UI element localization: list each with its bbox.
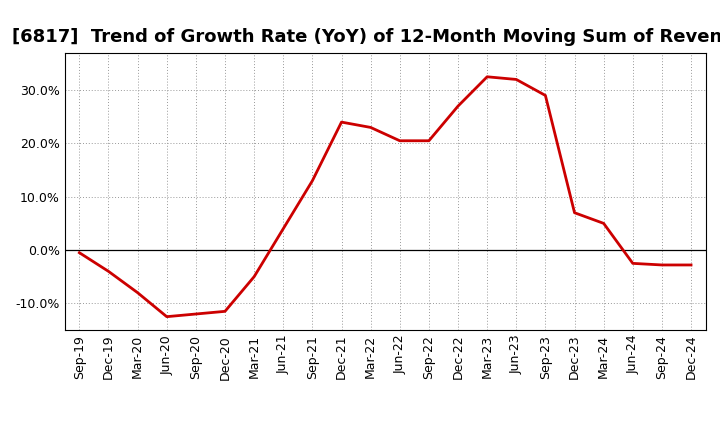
Title: [6817]  Trend of Growth Rate (YoY) of 12-Month Moving Sum of Revenues: [6817] Trend of Growth Rate (YoY) of 12-… [12,28,720,46]
